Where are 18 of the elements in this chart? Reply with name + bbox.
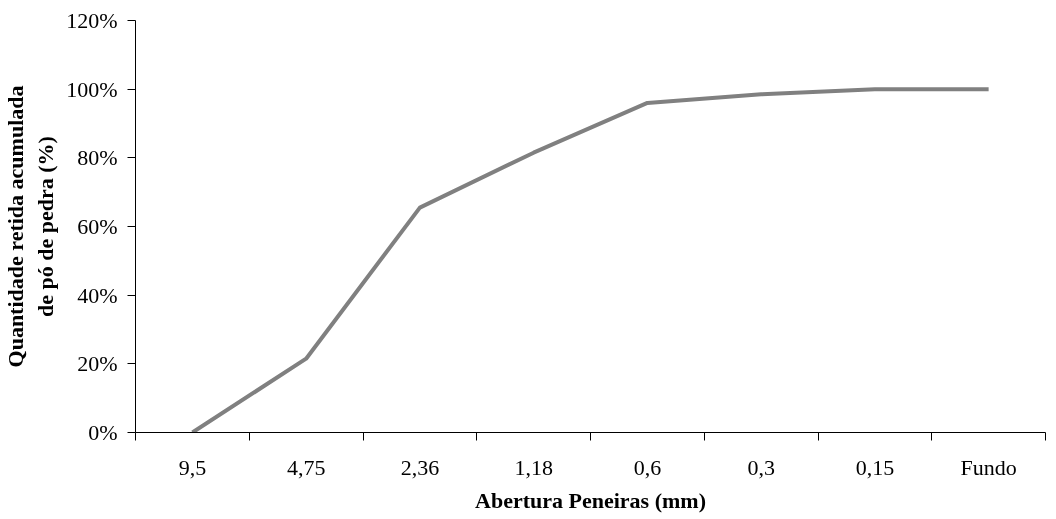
x-tick-label: 2,36 — [400, 454, 440, 480]
x-tick-label: 0,15 — [855, 454, 895, 480]
y-tick-label: 20% — [77, 351, 118, 377]
x-tick-label: 4,75 — [286, 454, 326, 480]
y-tick-label: 100% — [66, 76, 118, 102]
x-axis-title: Abertura Peneiras (mm) — [475, 487, 706, 513]
x-tick-label: Fundo — [960, 454, 1017, 480]
line-series — [190, 87, 991, 433]
y-tick-label: 120% — [66, 8, 118, 33]
y-tick-label: 60% — [77, 214, 118, 239]
x-tick-label: 1,18 — [514, 454, 553, 480]
x-tick-label: 0,6 — [633, 454, 662, 480]
y-axis-title: Quantidade retida acumulada de pó de pedra (%) — [3, 85, 59, 368]
y-tick-label: 40% — [77, 282, 118, 308]
x-tick-label: 9,5 — [178, 454, 207, 480]
y-tick-label: 0% — [88, 420, 118, 445]
x-tick-label: 0,3 — [747, 454, 775, 480]
y-tick-label: 80% — [77, 145, 118, 171]
